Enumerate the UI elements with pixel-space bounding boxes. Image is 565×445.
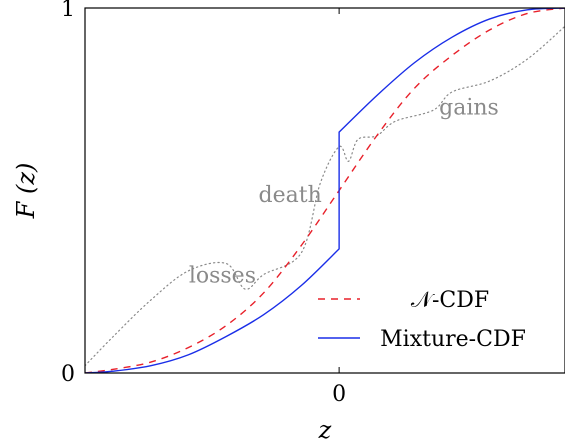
curves-layer [85,8,565,373]
ticks-layer: 0 0 1 [61,0,565,407]
annotation-losses: losses [189,263,256,288]
annotations-layer: losses death gains [189,96,499,289]
legend-label-normal-cdf: 𝒩-CDF [411,288,489,313]
normal-cdf-line [85,8,565,373]
y-axis-label: F (z) [12,163,40,220]
y-tick-label: 1 [61,0,75,22]
legend-label-mixture-cdf: Mixture-CDF [380,327,526,352]
annotation-death: death [259,183,322,208]
annotation-dotted-curve [85,25,565,367]
legend: 𝒩-CDF Mixture-CDF [318,288,526,352]
x-tick-label: 0 [332,382,346,407]
mixture-cdf-line [85,8,565,373]
annotation-gains: gains [439,96,499,121]
x-axis-label: z [318,416,332,444]
plot-frame [84,7,565,374]
y-tick-label: 0 [61,362,75,387]
